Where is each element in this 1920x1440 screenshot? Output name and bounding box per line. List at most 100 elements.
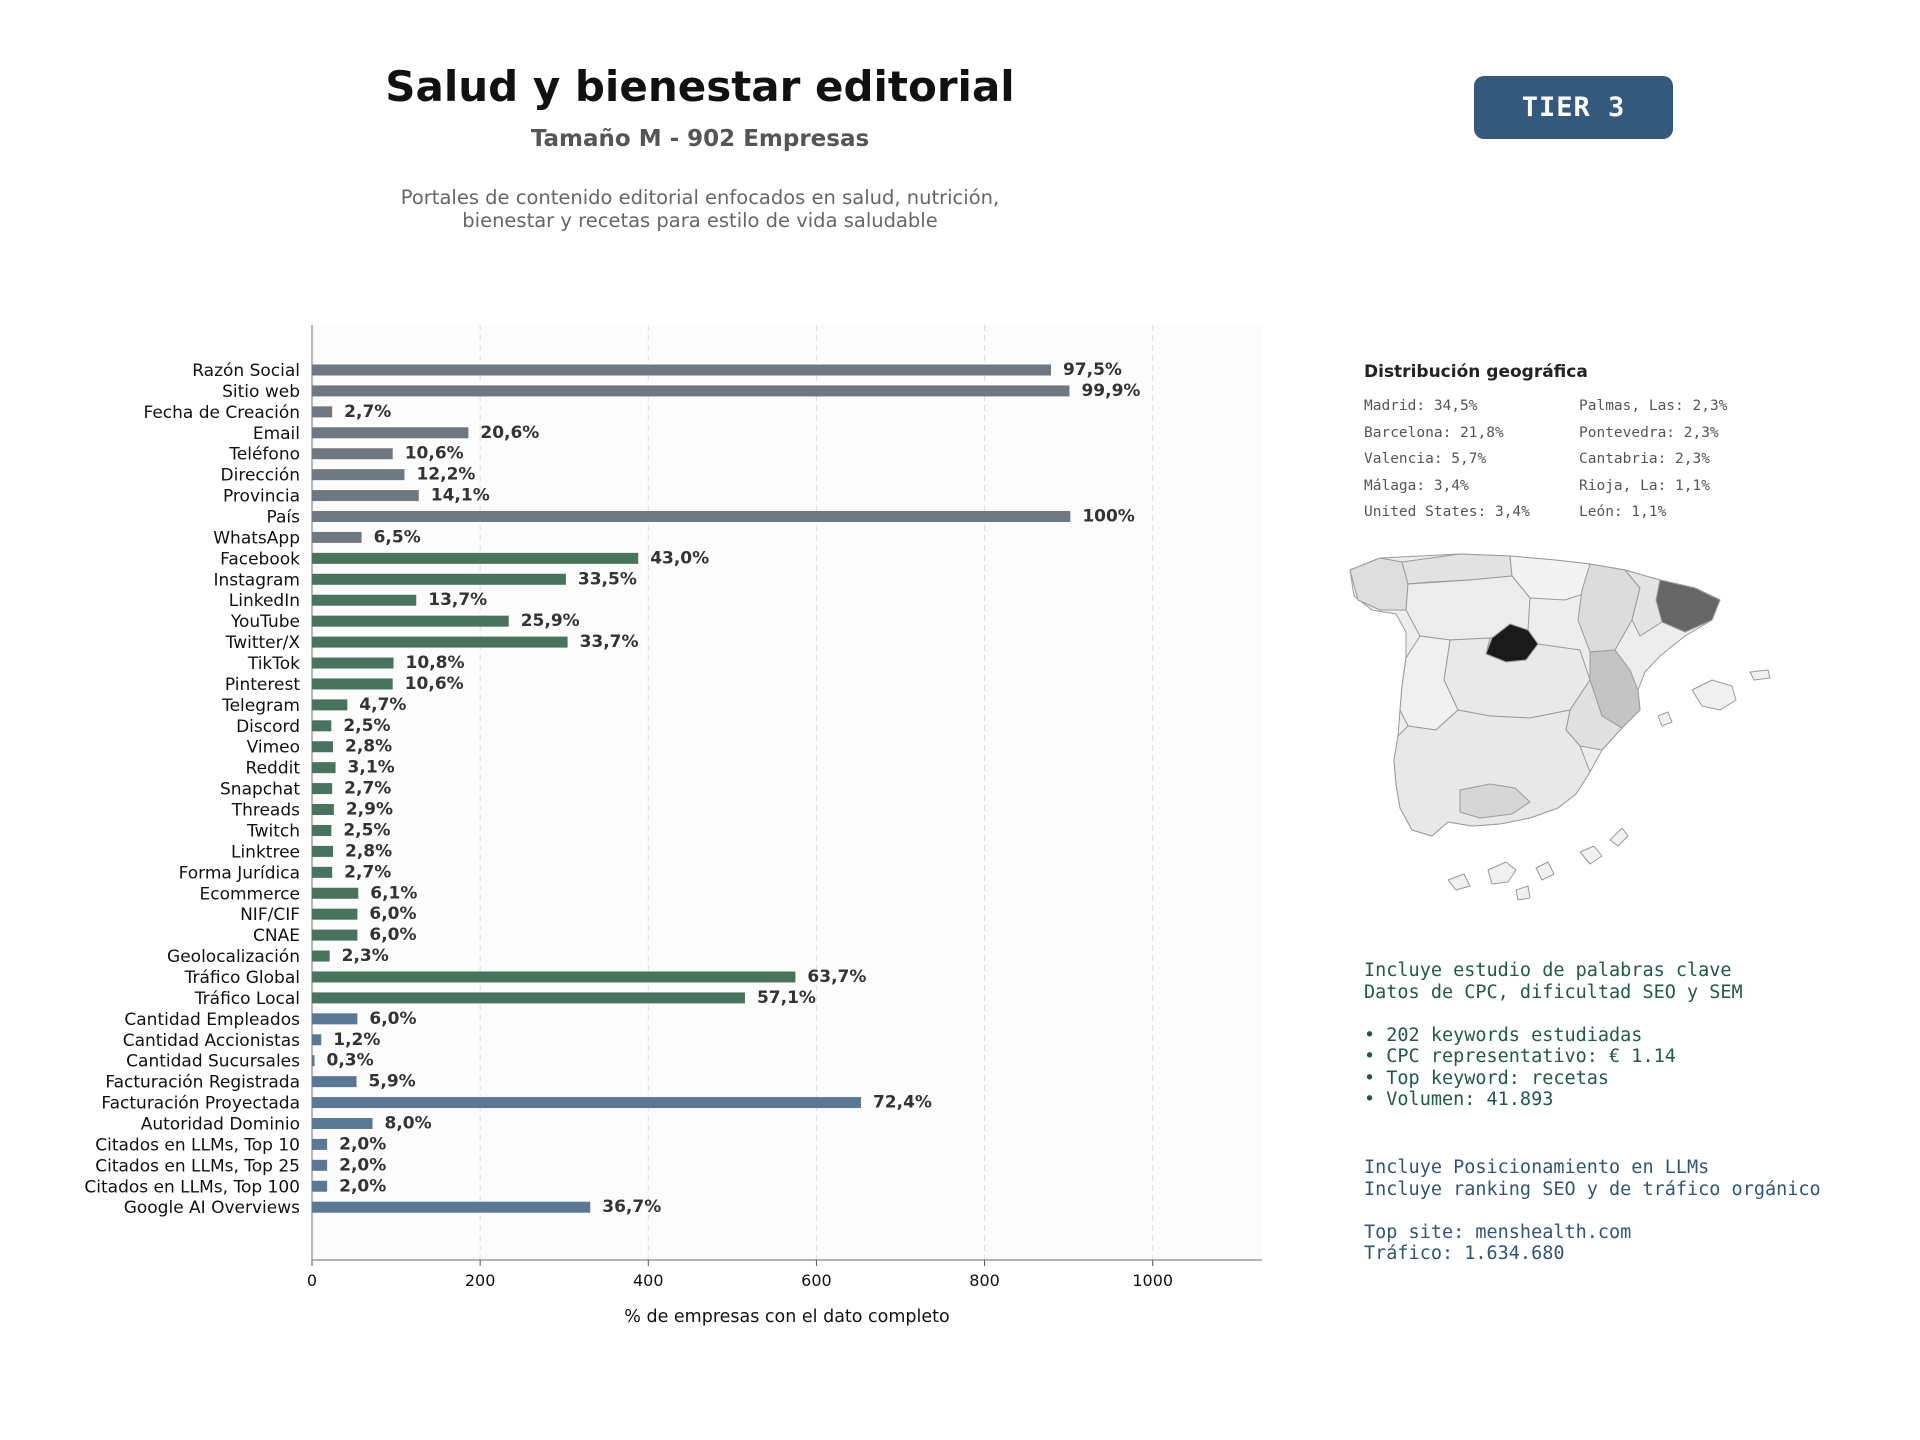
bar (312, 615, 509, 627)
island-canarias-5 (1609, 827, 1629, 847)
category-label: Instagram (214, 570, 301, 590)
bar (312, 992, 745, 1004)
bar (312, 469, 405, 481)
data-label: 33,7% (580, 632, 639, 652)
category-label: Citados en LLMs, Top 100 (84, 1177, 300, 1197)
keywords-bullet: • CPC representativo: € 1.14 (1364, 1046, 1676, 1067)
data-label: 33,5% (578, 569, 637, 589)
keywords-spacer (1364, 1003, 1743, 1025)
region-catalonia-rest (1624, 569, 1663, 637)
category-label: Snapchat (220, 780, 300, 800)
category-label: Cantidad Empleados (124, 1010, 300, 1030)
bar (312, 720, 332, 732)
geo-item: León: 1,1% (1579, 504, 1667, 520)
keywords-bullet: • 202 keywords estudiadas (1364, 1024, 1643, 1046)
data-label: 99,9% (1081, 381, 1140, 401)
bar (312, 971, 796, 983)
island-canarias-3 (1535, 861, 1555, 881)
bar (312, 1117, 373, 1129)
category-label: Teléfono (228, 445, 300, 465)
x-tick-label: 400 (633, 1271, 664, 1290)
data-label: 100% (1082, 507, 1135, 527)
data-label: 2,5% (343, 820, 390, 840)
data-label: 14,1% (431, 486, 490, 506)
bar (312, 531, 362, 543)
category-label: Citados en LLMs, Top 25 (95, 1156, 300, 1176)
island-ibiza (1657, 711, 1673, 727)
data-label: 2,3% (342, 946, 389, 966)
geo-item: Barcelona: 21,8% (1364, 424, 1504, 441)
bar (312, 1076, 357, 1088)
x-tick-label: 200 (465, 1271, 496, 1290)
category-label: Tráfico Local (194, 989, 300, 1009)
data-label: 0,3% (327, 1051, 374, 1071)
keywords-line-1: Incluye estudio de palabras clave (1364, 960, 1732, 981)
data-label: 10,6% (405, 674, 464, 694)
data-label: 97,5% (1063, 360, 1122, 380)
llm-line-2: Incluye ranking SEO y de tráfico orgánic… (1364, 1178, 1821, 1200)
category-label: Cantidad Sucursales (126, 1052, 300, 1072)
llm-traffic: Tráfico: 1.634.680 (1364, 1243, 1565, 1264)
category-label: Pinterest (225, 675, 300, 695)
data-label: 2,0% (339, 1155, 386, 1175)
x-tick-label: 600 (801, 1271, 832, 1290)
bar (312, 845, 334, 857)
category-label: Citados en LLMs, Top 10 (95, 1135, 300, 1155)
data-label: 2,7% (344, 402, 391, 422)
category-label: Telegram (221, 696, 300, 716)
bar (312, 1097, 861, 1109)
geo-item: Cantabria: 2,3% (1579, 451, 1710, 467)
category-label: LinkedIn (229, 591, 300, 611)
category-label: Google AI Overviews (124, 1198, 300, 1218)
bar (312, 1201, 591, 1213)
category-label: Cantidad Accionistas (123, 1031, 300, 1051)
island-mallorca (1691, 679, 1737, 711)
data-label: 10,8% (406, 653, 465, 673)
region-extremadura (1399, 635, 1459, 731)
category-label: NIF/CIF (240, 905, 300, 925)
category-label: Ecommerce (200, 884, 301, 904)
description-line-2: bienestar y recetas para estilo de vida … (462, 209, 938, 232)
data-label: 2,5% (343, 716, 390, 736)
category-label: Vimeo (247, 738, 300, 758)
keywords-bullet: • Top keyword: recetas (1364, 1067, 1610, 1089)
category-label: Discord (236, 717, 300, 737)
bar (312, 636, 568, 648)
bar (312, 406, 333, 418)
data-label: 72,4% (873, 1093, 932, 1113)
category-label: Provincia (223, 487, 300, 507)
bar (312, 699, 348, 711)
category-label: Threads (231, 801, 300, 821)
bar (312, 1138, 328, 1150)
category-label: Email (253, 424, 300, 444)
category-label: Dirección (221, 466, 300, 486)
island-canarias-2 (1487, 861, 1517, 885)
data-label: 2,9% (346, 800, 393, 820)
bar (312, 511, 1071, 523)
category-label: Fecha de Creación (143, 403, 300, 423)
data-label: 2,8% (345, 841, 392, 861)
data-label: 2,7% (344, 862, 391, 882)
bar (312, 364, 1051, 376)
chart-title: Salud y bienestar editorial (385, 62, 1015, 111)
island-menorca (1749, 669, 1771, 681)
bar (312, 1034, 322, 1046)
geo-item: United States: 3,4% (1364, 504, 1530, 520)
bar (312, 1055, 315, 1067)
region-malaga (1459, 783, 1531, 819)
tier-badge: TIER 3 (1474, 76, 1673, 139)
category-label: Facturación Registrada (105, 1073, 300, 1093)
data-label: 2,0% (339, 1176, 386, 1196)
data-label: 20,6% (480, 423, 539, 443)
keywords-bullet: • Volumen: 41.893 (1364, 1089, 1554, 1110)
description-line-1: Portales de contenido editorial enfocado… (400, 186, 1000, 209)
geo-item: Madrid: 34,5% (1364, 398, 1478, 414)
llm-panel: Incluye Posicionamiento en LLMs Incluye … (1364, 1157, 1821, 1265)
category-label: Linktree (231, 842, 300, 862)
x-tick-label: 800 (969, 1271, 1000, 1290)
data-label: 6,0% (369, 925, 416, 945)
category-label: Tráfico Global (184, 968, 300, 988)
bar (312, 427, 469, 439)
geo-title: Distribución geográfica (1364, 362, 1588, 382)
category-label: YouTube (230, 612, 300, 632)
